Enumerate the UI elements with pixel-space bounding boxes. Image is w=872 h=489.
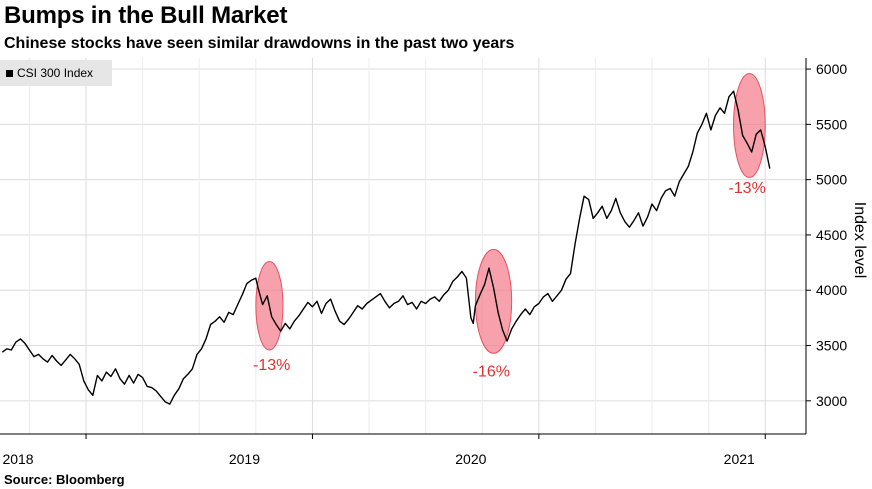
legend: CSI 300 Index [0, 60, 112, 86]
legend-swatch [6, 69, 13, 77]
drawdown-label-3: -13% [728, 180, 765, 197]
x-gridlines [28, 58, 766, 439]
y-axis-label: Index level [851, 202, 868, 279]
y-gridlines [0, 68, 811, 402]
y-tick-label-5000: 5000 [816, 172, 847, 188]
axes [0, 58, 807, 435]
chart-subtitle: Chinese stocks have seen similar drawdow… [4, 35, 515, 52]
x-tick-label-2018: 2018 [2, 451, 33, 467]
y-tick-label-5500: 5500 [816, 116, 847, 132]
y-tick-labels: 3000 3500 4000 4500 5000 5500 6000 [816, 61, 847, 409]
drawdown-labels: -13% -16% -13% [253, 180, 766, 381]
drawdown-label-1: -13% [253, 357, 290, 374]
legend-label: CSI 300 Index [17, 66, 94, 80]
source-note: Source: Bloomberg [4, 472, 125, 487]
drawdown-ellipse-3 [733, 72, 766, 178]
series-line-csi-300 [1, 90, 771, 405]
drawdown-highlights [255, 72, 766, 354]
y-tick-label-4000: 4000 [816, 282, 847, 298]
chart-title: Bumps in the Bull Market [4, 2, 288, 29]
x-tick-labels: 2018 2019 2020 2021 [2, 451, 755, 467]
y-tick-label-3000: 3000 [816, 393, 847, 409]
y-tick-label-3500: 3500 [816, 338, 847, 354]
y-tick-label-6000: 6000 [816, 61, 847, 77]
x-tick-label-2021: 2021 [724, 451, 755, 467]
x-tick-label-2019: 2019 [229, 451, 260, 467]
drawdown-label-2: -16% [473, 363, 510, 380]
x-tick-label-2020: 2020 [455, 451, 486, 467]
y-tick-label-4500: 4500 [816, 227, 847, 243]
